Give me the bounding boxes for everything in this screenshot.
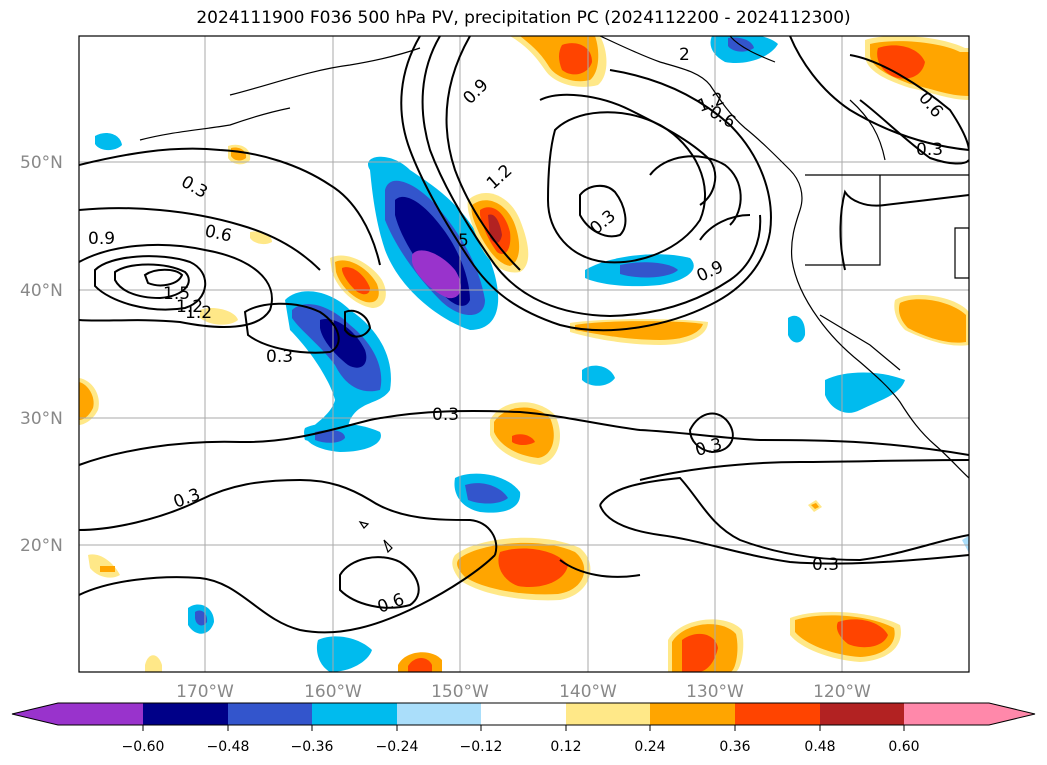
graticule <box>79 36 969 672</box>
contour-label: 2 <box>679 45 690 65</box>
colorbar-swatch <box>735 703 820 725</box>
pv-contours <box>79 36 969 634</box>
contour-label: 0.3 <box>432 405 459 425</box>
colorbar-swatch <box>397 703 481 725</box>
contour-label: 1.2 <box>176 297 203 317</box>
lon-label: 130°W <box>686 682 744 702</box>
lon-label: 160°W <box>304 682 362 702</box>
lon-label: 150°W <box>431 682 489 702</box>
colorbar-tick-label: −0.48 <box>207 739 250 755</box>
colorbar-tick-label: −0.24 <box>376 739 419 755</box>
colorbar-swatch <box>566 703 650 725</box>
contour-label: 1.2 <box>185 303 212 323</box>
lat-label: 30°N <box>20 409 63 429</box>
colorbar-swatch <box>312 703 397 725</box>
lon-label: 170°W <box>176 682 234 702</box>
colorbar-swatch <box>904 703 989 725</box>
colorbar-swatch <box>820 703 904 725</box>
lon-label: 140°W <box>559 682 617 702</box>
colorbar-tick-label: −0.36 <box>291 739 334 755</box>
contour-label: 5 <box>458 231 469 251</box>
colorbar-tick-label: 0.24 <box>634 739 665 755</box>
positive-anomaly-fields <box>79 36 969 672</box>
colorbar-tick-label: 0.12 <box>550 739 581 755</box>
map-frame <box>78 35 970 673</box>
longitude-labels: 170°W 160°W 150°W 140°W 130°W 120°W <box>176 682 871 702</box>
colorbar-outline <box>11 702 1036 726</box>
contour-label: 0.3 <box>916 140 943 160</box>
map-title: 2024111900 F036 500 hPa PV, precipitatio… <box>196 8 851 28</box>
colorbar-tick-label: −0.60 <box>122 739 165 755</box>
contour-label: 0.9 <box>88 229 115 249</box>
colorbar-tick-label: 0.48 <box>804 739 835 755</box>
colorbar-swatch <box>481 703 566 725</box>
lat-label: 50°N <box>20 153 63 173</box>
colorbar: −0.60 −0.48 −0.36 −0.24 −0.12 0.12 0.24 … <box>11 702 1036 755</box>
contour-label: 0.3 <box>266 347 293 367</box>
colorbar-swatch <box>143 703 228 725</box>
coastlines <box>139 36 969 554</box>
colorbar-tick-label: −0.12 <box>460 739 503 755</box>
colorbar-swatch <box>650 703 735 725</box>
colorbar-tick-label: 0.60 <box>888 739 919 755</box>
colorbar-extend-left <box>12 703 58 725</box>
contour-label: 1.5 <box>163 284 190 304</box>
lat-label: 40°N <box>20 281 63 301</box>
colorbar-swatch <box>58 703 143 725</box>
colorbar-extend-right <box>989 703 1035 725</box>
lat-label: 20°N <box>20 536 63 556</box>
latitude-labels: 50°N 40°N 30°N 20°N <box>20 153 63 556</box>
colorbar-tick-label: 0.36 <box>719 739 750 755</box>
lon-label: 120°W <box>813 682 871 702</box>
contour-label: 0.3 <box>812 555 839 575</box>
colorbar-swatch <box>228 703 312 725</box>
